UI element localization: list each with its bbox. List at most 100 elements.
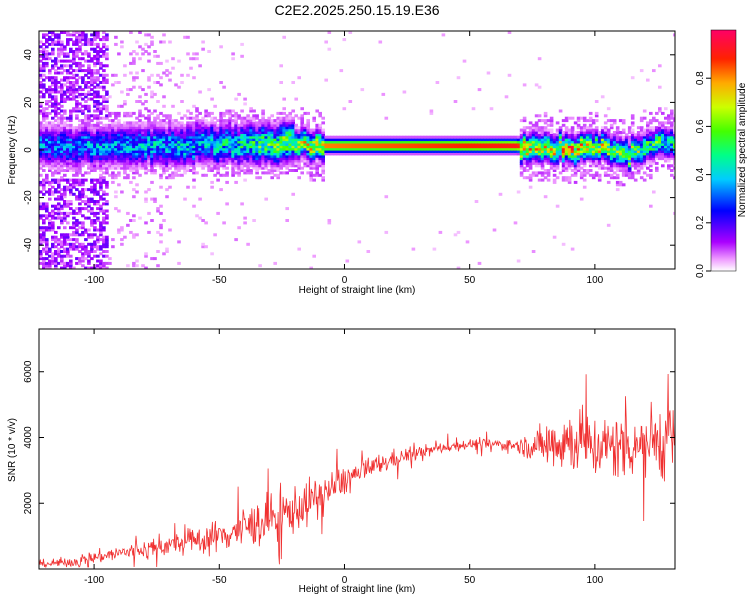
spectrogram-cell xyxy=(93,85,97,89)
spectrogram-cell xyxy=(594,142,599,146)
spectrogram-cell xyxy=(315,159,319,163)
spectrogram-cell xyxy=(75,261,79,265)
spectrogram-cell xyxy=(507,145,512,149)
spectrogram-cell xyxy=(561,159,566,163)
spectrogram-cell xyxy=(96,228,100,232)
spectrogram-cell xyxy=(327,47,332,51)
spectrogram-cell xyxy=(417,142,422,146)
spectrogram-cell xyxy=(48,150,52,153)
spectrogram-cell xyxy=(231,166,235,170)
spectrogram-cell xyxy=(318,147,322,151)
spectrogram-cell xyxy=(519,147,524,151)
spectrogram-cell xyxy=(39,69,43,73)
spectrogram-cell xyxy=(84,154,88,158)
spectrogram-cell xyxy=(192,161,196,165)
spectrogram-cell xyxy=(658,135,662,139)
spectrogram-cell xyxy=(405,140,410,144)
spectrogram-cell xyxy=(603,128,608,132)
spectrogram-cell xyxy=(297,247,301,251)
spectrogram-cell xyxy=(558,128,563,132)
spectrogram-cell xyxy=(69,114,73,118)
spectrogram-cell xyxy=(117,145,121,149)
spectrogram-cell xyxy=(630,114,635,118)
spectrogram-cell xyxy=(447,152,452,156)
spectrogram-cell xyxy=(117,119,121,123)
spectrogram-cell xyxy=(66,261,70,265)
spectrogram-cell xyxy=(543,145,548,149)
spectrogram-cell xyxy=(549,119,554,123)
spectrogram-cell xyxy=(429,109,434,113)
spectrogram-cell xyxy=(459,145,464,149)
spectrogram-cell xyxy=(99,207,103,211)
spectrogram-cell xyxy=(72,31,76,34)
spectrogram-cell xyxy=(63,173,67,177)
spectrogram-cell xyxy=(219,119,223,123)
spectrogram-cell xyxy=(132,138,136,142)
spectrogram-cell xyxy=(51,123,55,127)
spectrogram-cell xyxy=(78,226,82,230)
spectrogram-cell xyxy=(48,145,52,149)
spectrogram-cell xyxy=(75,233,79,237)
spectrogram-cell xyxy=(480,135,485,139)
spectrogram-cell xyxy=(132,85,136,89)
spectrogram-cell xyxy=(75,140,79,144)
spectrogram-cell xyxy=(93,133,97,137)
spectrogram-cell xyxy=(120,126,124,130)
spectrogram-cell xyxy=(258,264,262,268)
spectrogram-cell xyxy=(87,71,91,75)
spectrogram-cell xyxy=(63,45,67,49)
spectrogram-cell xyxy=(84,159,88,163)
spectrogram-cell xyxy=(582,169,587,172)
spectrogram-cell xyxy=(99,221,103,225)
spectrogram-cell xyxy=(646,133,650,137)
spectrogram-cell xyxy=(87,171,91,175)
spectrogram-cell xyxy=(402,150,407,153)
spectrogram-cell xyxy=(655,157,659,161)
spectrogram-cell xyxy=(555,140,560,144)
spectrogram-cell xyxy=(156,123,160,127)
spectrogram-cell xyxy=(210,185,214,189)
spectrogram-cell xyxy=(78,135,82,139)
spectrogram-cell xyxy=(312,154,316,158)
spectrogram-cell xyxy=(63,247,67,251)
spectrogram-cell xyxy=(375,145,380,149)
spectrogram-cell xyxy=(39,121,43,125)
spectrogram-cell xyxy=(93,154,97,158)
spectrogram-cell xyxy=(219,135,223,139)
spectrogram-cell xyxy=(147,161,151,165)
spectrogram-cell xyxy=(96,152,100,156)
spectrogram-cell xyxy=(93,228,97,232)
spectrogram-cell xyxy=(474,142,479,146)
spectrogram-cell xyxy=(267,126,271,130)
spectrogram-cell xyxy=(51,180,55,184)
spectrogram-cell xyxy=(117,150,121,153)
spectrogram-cell xyxy=(177,161,181,165)
spectrogram-cell xyxy=(600,150,605,153)
spectrogram-cell xyxy=(570,142,575,146)
spectrogram-cell xyxy=(48,92,52,96)
spectrogram-cell xyxy=(661,126,665,130)
spectrogram-cell xyxy=(117,135,121,139)
spectrogram-cell xyxy=(63,200,67,203)
spectrogram-cell xyxy=(222,126,226,130)
spectrogram-cell xyxy=(132,126,136,130)
spectrogram-cell xyxy=(222,161,226,165)
spectrogram-cell xyxy=(348,138,353,142)
spectrogram-cell xyxy=(84,142,88,146)
spectrogram-cell xyxy=(531,173,536,177)
spectrogram-cell xyxy=(78,159,82,163)
spectrogram-cell xyxy=(441,152,446,156)
spectrogram-cell xyxy=(363,140,368,144)
spectrogram-cell xyxy=(273,147,277,151)
spectrogram-cell xyxy=(216,154,220,158)
spectrogram-cell xyxy=(180,126,184,130)
spectrogram-cell xyxy=(63,216,67,220)
spectrogram-cell xyxy=(69,226,73,230)
spectrogram-cell xyxy=(60,240,64,244)
spectrogram-cell xyxy=(516,138,521,142)
spectrogram-cell xyxy=(615,154,620,158)
spectrogram-cell xyxy=(81,242,85,246)
spectrogram-cell xyxy=(246,128,250,132)
spectrogram-cell xyxy=(66,97,70,101)
spectrogram-cell xyxy=(153,135,157,139)
